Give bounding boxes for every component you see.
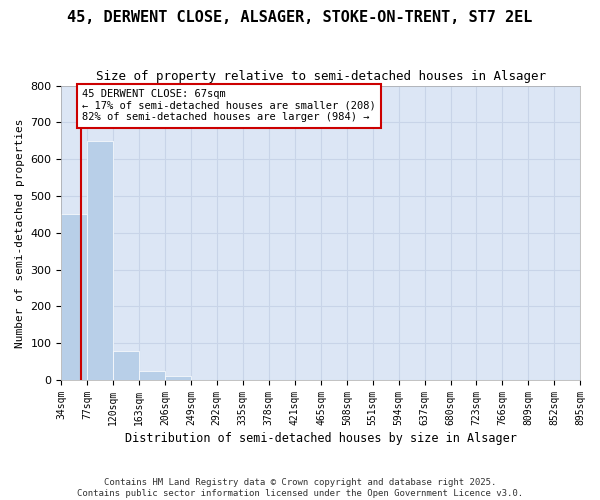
X-axis label: Distribution of semi-detached houses by size in Alsager: Distribution of semi-detached houses by … xyxy=(125,432,517,445)
Title: Size of property relative to semi-detached houses in Alsager: Size of property relative to semi-detach… xyxy=(96,70,546,83)
Bar xyxy=(139,371,165,380)
Bar xyxy=(165,376,191,380)
Bar xyxy=(113,350,139,380)
Text: 45 DERWENT CLOSE: 67sqm
← 17% of semi-detached houses are smaller (208)
82% of s: 45 DERWENT CLOSE: 67sqm ← 17% of semi-de… xyxy=(82,89,376,122)
Bar xyxy=(61,214,88,380)
Bar xyxy=(88,141,113,380)
Y-axis label: Number of semi-detached properties: Number of semi-detached properties xyxy=(15,118,25,348)
Text: Contains HM Land Registry data © Crown copyright and database right 2025.
Contai: Contains HM Land Registry data © Crown c… xyxy=(77,478,523,498)
Text: 45, DERWENT CLOSE, ALSAGER, STOKE-ON-TRENT, ST7 2EL: 45, DERWENT CLOSE, ALSAGER, STOKE-ON-TRE… xyxy=(67,10,533,25)
